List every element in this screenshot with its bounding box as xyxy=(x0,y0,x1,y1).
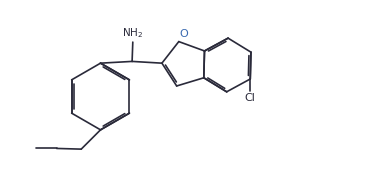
Text: O: O xyxy=(180,29,188,39)
Text: NH$_2$: NH$_2$ xyxy=(122,26,143,40)
Text: Cl: Cl xyxy=(245,93,256,103)
